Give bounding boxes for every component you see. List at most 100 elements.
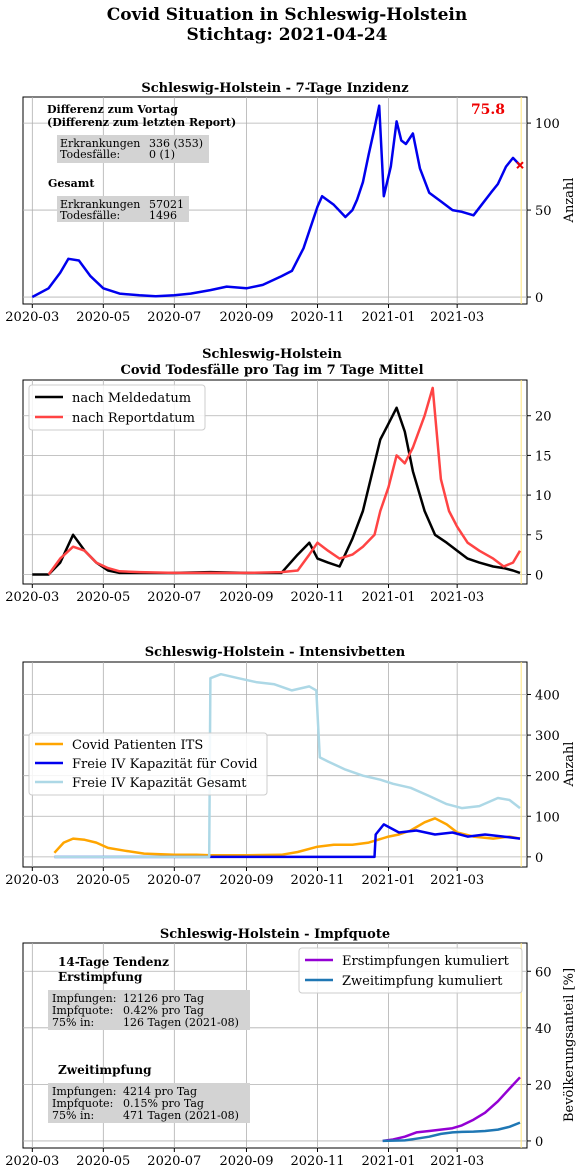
icu-legend-label-free-total: Freie IV Kapazität Gesamt (72, 776, 247, 791)
x-tick-label: 2020-07 (147, 1154, 201, 1169)
vacc-first-vacc-label: Impfungen: (52, 992, 116, 1005)
panel-deaths-subtitle: Covid Todesfälle pro Tag im 7 Tage Mitte… (120, 363, 423, 378)
vacc-second-vacc-label: Impfungen: (52, 1085, 116, 1098)
x-tick-label: 2020-05 (76, 590, 130, 605)
vacc-second-target-label: 75% in: (52, 1109, 94, 1122)
vacc-legend: Erstimpfungen kumuliert Zweitimpfung kum… (298, 947, 523, 994)
x-tick-label: 2020-03 (5, 873, 59, 888)
x-tick-label: 2020-03 (5, 1154, 59, 1169)
y-tick-label: 20 (535, 1078, 552, 1093)
y-tick-label: 400 (535, 688, 560, 703)
y-tick-label: 0 (535, 1135, 543, 1150)
icu-ylabel: Anzahl (562, 742, 577, 788)
incidence-cases-diff: 336 (353) (149, 137, 203, 150)
y-tick-label: 0 (535, 291, 543, 306)
series-line-0 (382, 1076, 521, 1143)
x-tick-label: 2020-05 (76, 1154, 130, 1169)
y-tick-label: 100 (535, 810, 560, 825)
incidence-deaths-label: Todesfälle: (60, 148, 120, 161)
vacc-second-box (48, 1083, 250, 1123)
x-tick-label: 2021-03 (430, 310, 484, 325)
series-line-0 (32, 406, 521, 576)
incidence-ylabel: Anzahl (562, 178, 577, 224)
vacc-legend-label-second: Zweitimpfung kumuliert (342, 974, 503, 989)
series-line-1 (47, 386, 522, 576)
y-tick-label: 0 (535, 568, 543, 583)
vacc-second-quota: 0.15% pro Tag (123, 1097, 204, 1110)
x-tick-label: 2020-07 (147, 310, 201, 325)
panel-deaths-title: Schleswig-Holstein (202, 347, 342, 362)
y-tick-label: 60 (535, 965, 552, 980)
y-tick-label: 40 (535, 1022, 552, 1037)
incidence-cases-label: Erkrankungen (60, 137, 140, 150)
panel-deaths-plot: 2020-03 2020-05 2020-07 2020-09 2020-11 2021-… (5, 380, 552, 605)
y-tick-label: 200 (535, 770, 560, 785)
incidence-current-value: 75.8 (471, 102, 505, 118)
incidence-total-header: Gesamt (48, 177, 95, 190)
x-tick-label: 2020-11 (290, 590, 344, 605)
deaths-legend-label-meldedatum: nach Meldedatum (72, 391, 191, 406)
vacc-first-quota-label: Impfquote: (52, 1004, 113, 1017)
vacc-legend-label-first: Erstimpfungen kumuliert (342, 954, 510, 969)
vacc-first-target-label: 75% in: (52, 1016, 94, 1029)
y-tick-label: 10 (535, 489, 552, 504)
y-tick-label: 100 (535, 117, 560, 132)
incidence-total-box (57, 196, 189, 222)
x-tick-label: 2021-01 (361, 310, 415, 325)
x-tick-label: 2021-03 (430, 590, 484, 605)
panel-vaccination-title: Schleswig-Holstein - Impfquote (160, 927, 390, 942)
incidence-total-cases-label: Erkrankungen (60, 198, 140, 211)
panel-incidence-title: Schleswig-Holstein - 7-Tage Inzidenz (141, 81, 408, 96)
vacc-first-target: 126 Tagen (2021-08) (123, 1016, 239, 1029)
icu-legend-label-free-covid: Freie IV Kapazität für Covid (72, 757, 258, 772)
x-tick-label: 2020-03 (5, 590, 59, 605)
panel-vaccination-frame (22, 942, 528, 1149)
vacc-first-header: 14-Tage Tendenz (58, 955, 169, 969)
y-tick-label: 50 (535, 204, 552, 219)
incidence-total-deaths-label: Todesfälle: (60, 209, 120, 222)
x-tick-label: 2021-03 (430, 1154, 484, 1169)
incidence-diff-subheader: (Differenz zum letzten Report) (47, 116, 236, 129)
figure-title: Covid Situation in Schleswig-Holstein (107, 5, 467, 25)
x-tick-label: 2020-07 (147, 873, 201, 888)
y-tick-label: 300 (535, 729, 560, 744)
vacc-first-quota: 0.42% pro Tag (123, 1004, 204, 1017)
x-tick-label: 2021-01 (361, 1154, 415, 1169)
x-tick-label: 2021-03 (430, 873, 484, 888)
vacc-ylabel: Bevölkerungsanteil [%] (562, 968, 577, 1122)
x-tick-label: 2020-05 (76, 310, 130, 325)
deaths-legend-label-reportdatum: nach Reportdatum (72, 411, 195, 426)
y-tick-label: 0 (535, 851, 543, 866)
series-line-1 (54, 823, 521, 859)
series-line-0 (31, 104, 521, 299)
incidence-diff-box (57, 135, 209, 163)
vacc-second-quota-label: Impfquote: (52, 1097, 113, 1110)
incidence-deaths-diff: 0 (1) (149, 148, 175, 161)
deaths-legend: nach Meldedatum nach Reportdatum (28, 384, 206, 431)
panel-incidence: Schleswig-Holstein - 7-Tage Inzidenz 202… (5, 81, 577, 325)
vacc-legend-box (298, 947, 523, 994)
panel-vaccination: Schleswig-Holstein - Impfquote 2020-03 20… (5, 927, 577, 1169)
series-line-0 (53, 817, 521, 857)
figure-subtitle: Stichtag: 2021-04-24 (187, 25, 388, 45)
panel-icu: Schleswig-Holstein - Intensivbetten 2020… (5, 645, 577, 888)
icu-legend-box (28, 732, 268, 796)
x-tick-label: 2020-09 (219, 590, 273, 605)
x-tick-label: 2020-09 (219, 873, 273, 888)
icu-legend: Covid Patienten ITS Freie IV Kapazität f… (28, 732, 268, 796)
y-tick-label: 15 (535, 449, 552, 464)
x-tick-label: 2020-09 (219, 1154, 273, 1169)
x-tick-label: 2020-11 (290, 1154, 344, 1169)
current-value-marker (516, 161, 524, 169)
x-tick-label: 2020-05 (76, 873, 130, 888)
vacc-first-subheader: Erstimpfung (58, 970, 143, 984)
vacc-second-target: 471 Tagen (2021-08) (123, 1109, 239, 1122)
icu-legend-label-patients: Covid Patienten ITS (72, 738, 203, 753)
x-tick-label: 2020-11 (290, 310, 344, 325)
panel-deaths: Schleswig-Holstein Covid Todesfälle pro … (5, 347, 551, 605)
panel-incidence-plot: 2020-03 2020-05 2020-07 2020-09 2020-11 2021-… (5, 97, 560, 325)
panel-incidence-frame (22, 96, 528, 305)
series-line-2 (54, 672, 521, 859)
vacc-first-vacc: 12126 pro Tag (123, 992, 204, 1005)
